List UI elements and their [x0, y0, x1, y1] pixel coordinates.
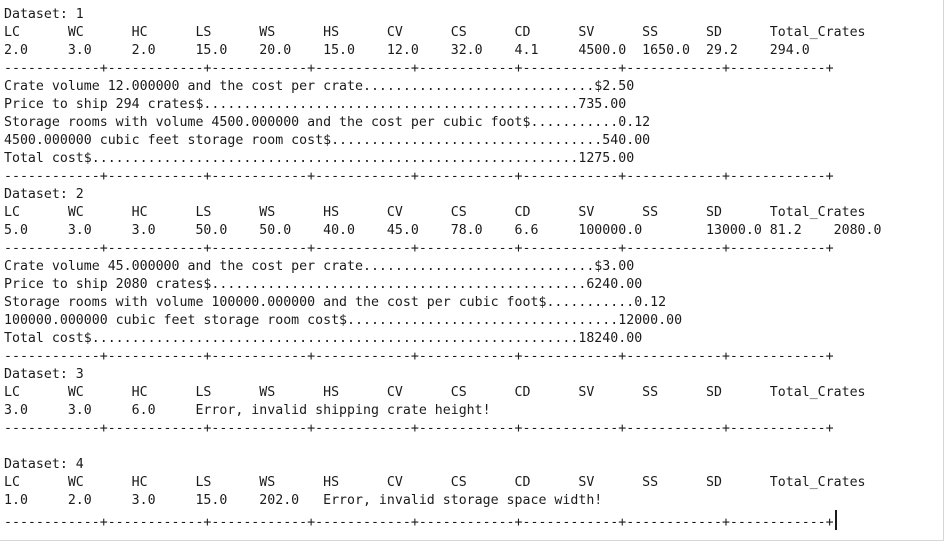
dataset-2-crate-volume-line: Crate volume 45.000000 and the cost per … — [4, 259, 635, 274]
dataset-1-values-row: 2.0 3.0 2.0 15.0 20.0 15.0 12.0 32.0 4.1… — [4, 43, 810, 58]
window-right-edge — [943, 0, 944, 540]
dataset-4-title: Dataset: 4 — [4, 457, 84, 472]
dataset-2-storage-volume-line: Storage rooms with volume 100000.000000 … — [4, 295, 667, 310]
dataset-2-values-row: 5.0 3.0 3.0 50.0 50.0 40.0 45.0 78.0 6.6… — [4, 223, 882, 238]
console-output-window[interactable]: Dataset: 1 LC WC HC LS WS HS CV CS CD SV… — [0, 0, 943, 540]
dataset-3-error-row: 3.0 3.0 6.0 Error, invalid shipping crat… — [4, 403, 491, 418]
dataset-4-error-row: 1.0 2.0 3.0 15.0 202.0 Error, invalid st… — [4, 493, 603, 508]
separator-row: ------------+------------+------------+-… — [4, 169, 834, 184]
dataset-3-column-headers: LC WC HC LS WS HS CV CS CD SV SS SD Tota… — [4, 385, 866, 400]
text-cursor — [834, 510, 837, 530]
dataset-1-crate-volume-line: Crate volume 12.000000 and the cost per … — [4, 79, 635, 94]
dataset-2-column-headers: LC WC HC LS WS HS CV CS CD SV SS SD Tota… — [4, 205, 866, 220]
dataset-1-storage-volume-line: Storage rooms with volume 4500.000000 an… — [4, 115, 651, 130]
dataset-2-title: Dataset: 2 — [4, 187, 84, 202]
dataset-2-total-cost-line: Total cost$.............................… — [4, 331, 643, 346]
dataset-1-storage-cost-line: 4500.000000 cubic feet storage room cost… — [4, 133, 651, 148]
dataset-1-ship-price-line: Price to ship 294 crates$...............… — [4, 97, 627, 112]
separator-row: ------------+------------+------------+-… — [4, 61, 834, 76]
separator-row: ------------+------------+------------+-… — [4, 241, 834, 256]
separator-text: ------------+------------+------------+-… — [4, 515, 834, 530]
dataset-3-title: Dataset: 3 — [4, 367, 84, 382]
dataset-4-column-headers: LC WC HC LS WS HS CV CS CD SV SS SD Tota… — [4, 475, 866, 490]
dataset-1-total-cost-line: Total cost$.............................… — [4, 151, 635, 166]
dataset-2-ship-price-line: Price to ship 2080 crates$..............… — [4, 277, 643, 292]
window-bottom-edge — [0, 540, 944, 541]
dataset-2-storage-cost-line: 100000.000000 cubic feet storage room co… — [4, 313, 683, 328]
separator-row-last: ------------+------------+------------+-… — [4, 510, 943, 530]
separator-row: ------------+------------+------------+-… — [4, 421, 834, 436]
dataset-1-title: Dataset: 1 — [4, 7, 84, 22]
dataset-1-column-headers: LC WC HC LS WS HS CV CS CD SV SS SD Tota… — [4, 25, 866, 40]
blank-line — [4, 438, 943, 456]
separator-row: ------------+------------+------------+-… — [4, 349, 834, 364]
